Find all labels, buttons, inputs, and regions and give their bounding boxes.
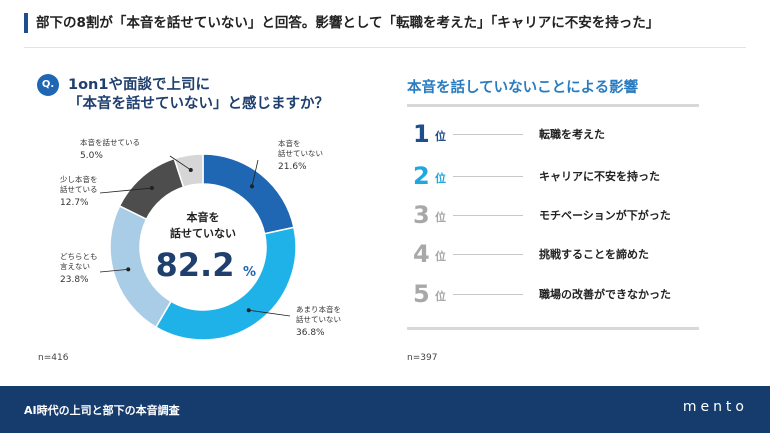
rank-label: モチベーションが下がった [539, 209, 671, 222]
donut-sample-size: n=416 [38, 353, 69, 363]
ranking-row: 2 位 キャリアに不安を持った [413, 161, 703, 191]
ranking-sample-size: n=397 [407, 353, 438, 363]
rank-unit: 位 [435, 130, 446, 143]
ranking-row: 3 位 モチベーションが下がった [413, 200, 703, 230]
rank-number: 5 [413, 280, 430, 308]
rank-number: 2 [413, 162, 430, 190]
donut-slice [173, 153, 204, 189]
slice-category-label: 少し本音を [60, 174, 98, 184]
page-title: 部下の8割が「本音を話せていない」と回答。影響として「転職を考えた」「キャリアに… [36, 15, 660, 31]
rank-connector-line [453, 254, 523, 255]
title-divider [24, 47, 746, 48]
question-line-2: 「本音を話せていない」と感じますか？ [68, 96, 329, 112]
slice-category-label: 話せていない [278, 148, 323, 158]
ranking-row: 1 位 転職を考えた [413, 119, 703, 149]
slice-value-label: 21.6% [278, 162, 307, 172]
footer-survey-title: AI時代の上司と部下の本音調査 [24, 404, 180, 417]
slice-category-label: 本音を [278, 138, 301, 148]
question-text: 1on1や面談で上司に 「本音を話せていない」と感じますか？ [68, 76, 329, 114]
slice-category-label: どちらとも [60, 252, 98, 261]
leader-line [99, 187, 152, 194]
ranking-title: 本音を話していないことによる影響 [407, 80, 639, 96]
ranking-row: 5 位 職場の改善ができなかった [413, 279, 703, 309]
rank-connector-line [453, 176, 523, 177]
leader-line [251, 159, 259, 187]
rank-label: キャリアに不安を持った [539, 170, 660, 183]
rank-connector-line [453, 215, 523, 216]
slice-value-label: 5.0% [80, 151, 103, 161]
center-value: 82.2 [156, 246, 235, 284]
slice-category-label: 話せていない [296, 314, 341, 324]
rank-label: 挑戦することを諦めた [539, 248, 649, 261]
leader-line [99, 268, 129, 273]
rank-connector-line [453, 294, 523, 295]
slice-value-label: 36.8% [296, 328, 325, 338]
center-value-unit: % [243, 265, 256, 280]
rank-connector-line [453, 134, 523, 135]
slice-category-label: 言えない [60, 261, 90, 271]
center-label-line-2: 話せていない [170, 226, 236, 240]
rank-number: 3 [413, 201, 430, 229]
rank-number: 1 [413, 120, 430, 148]
rank-label: 職場の改善ができなかった [539, 288, 671, 301]
slice-category-label: あまり本音を [296, 304, 341, 314]
footer-bar: AI時代の上司と部下の本音調査 mento [0, 386, 770, 433]
question-badge: Q. [37, 74, 59, 96]
slice-value-label: 23.8% [60, 275, 89, 285]
leader-line [169, 155, 192, 171]
title-accent-bar [24, 13, 28, 33]
rank-number: 4 [413, 240, 430, 268]
rank-unit: 位 [435, 172, 446, 185]
question-line-1: 1on1や面談で上司に [68, 77, 210, 93]
center-label-line-1: 本音を [187, 210, 220, 224]
rank-unit: 位 [435, 250, 446, 263]
slice-category-label: 話せている [60, 184, 98, 194]
rank-label: 転職を考えた [539, 128, 605, 141]
brand-logo: mento [682, 399, 748, 415]
rank-unit: 位 [435, 211, 446, 224]
rank-unit: 位 [435, 290, 446, 303]
ranking-row: 4 位 挑戦することを諦めた [413, 239, 703, 269]
leader-line [248, 309, 291, 317]
ranking-top-rule [407, 104, 699, 107]
ranking-bottom-rule [407, 327, 699, 330]
slice-category-label: 本音を話せている [80, 137, 140, 147]
slice-value-label: 12.7% [60, 198, 89, 208]
